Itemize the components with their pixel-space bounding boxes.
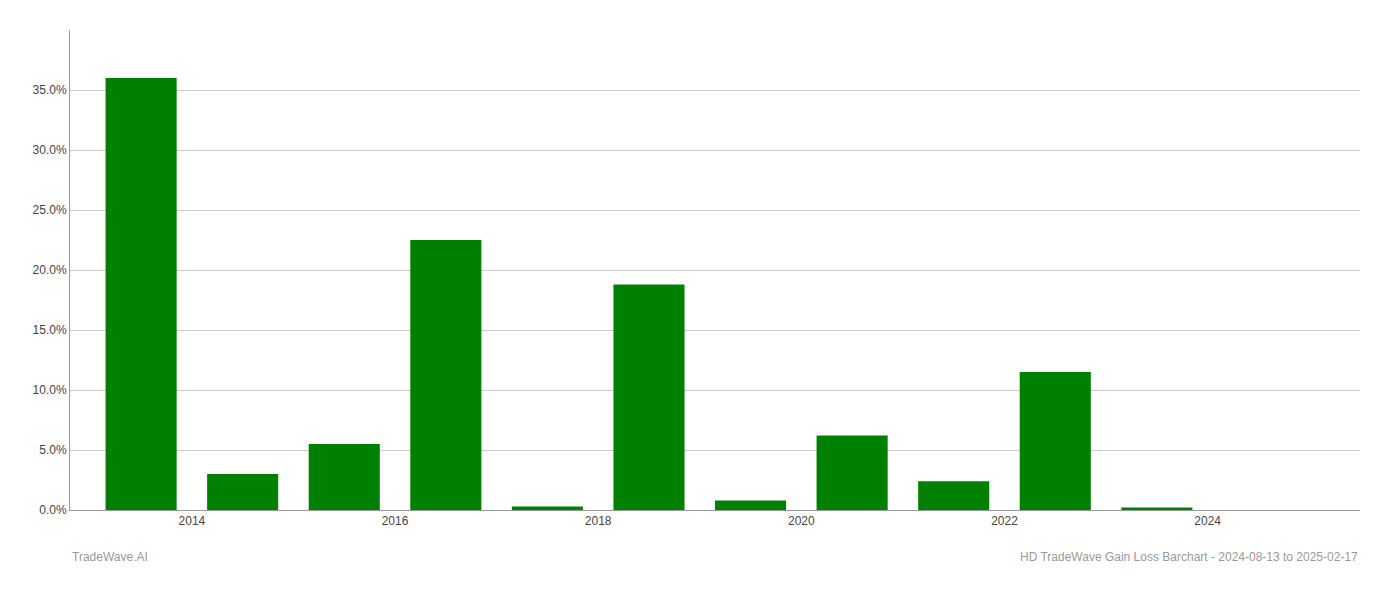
svg-text:2020: 2020 [788,514,815,528]
svg-text:2018: 2018 [585,514,612,528]
svg-text:TradeWave.AI: TradeWave.AI [72,550,148,564]
svg-text:2014: 2014 [179,514,206,528]
svg-text:25.0%: 25.0% [33,203,67,217]
svg-text:HD TradeWave Gain Loss Barchar: HD TradeWave Gain Loss Barchart - 2024-0… [1020,550,1358,564]
svg-text:35.0%: 35.0% [33,83,67,97]
svg-text:10.0%: 10.0% [33,383,67,397]
svg-text:2024: 2024 [1194,514,1221,528]
svg-text:15.0%: 15.0% [33,323,67,337]
svg-text:2022: 2022 [991,514,1018,528]
svg-text:2016: 2016 [382,514,409,528]
svg-text:20.0%: 20.0% [33,263,67,277]
svg-text:0.0%: 0.0% [39,503,67,517]
svg-text:30.0%: 30.0% [33,143,67,157]
svg-text:5.0%: 5.0% [39,443,67,457]
